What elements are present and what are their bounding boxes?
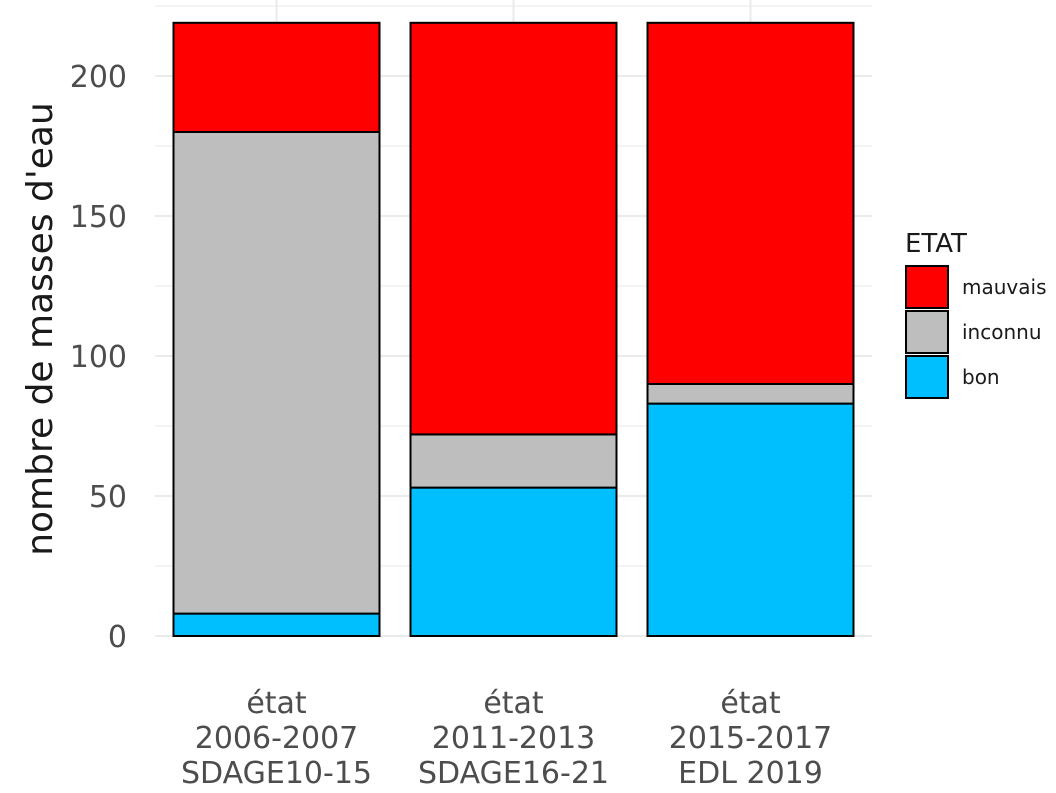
legend-key-bon <box>905 355 949 399</box>
legend-key-inconnu <box>905 310 949 354</box>
y-tick-label: 0 <box>108 620 127 655</box>
bar-segment-mauvais <box>172 21 381 133</box>
bar-segment-inconnu <box>646 383 855 405</box>
legend-key-mauvais <box>905 265 949 309</box>
y-tick-label: 100 <box>70 340 127 375</box>
legend-title: ETAT <box>905 229 967 259</box>
x-tick-label: état <box>483 686 544 721</box>
bar-segment-mauvais <box>409 21 618 436</box>
y-tick-label: 50 <box>89 480 127 515</box>
x-tick-label: 2006-2007 <box>195 721 359 756</box>
legend-label-mauvais: mauvais <box>962 275 1046 299</box>
x-tick-label: SDAGE10-15 <box>181 756 372 791</box>
bar-segment-bon <box>172 612 381 637</box>
bars <box>172 21 855 637</box>
x-tick-label: EDL 2019 <box>678 756 823 791</box>
y-tick-label: 200 <box>70 60 127 95</box>
x-tick-label: SDAGE16-21 <box>418 756 609 791</box>
bar-segment-mauvais <box>646 21 855 386</box>
y-tick-labels: 0 50 100 150 200 <box>70 60 127 655</box>
x-tick-label: 2015-2017 <box>669 721 833 756</box>
legend-label-inconnu: inconnu <box>962 320 1042 344</box>
y-axis-title: nombre de masses d'eau <box>20 102 61 556</box>
y-tick-label: 150 <box>70 200 127 235</box>
x-tick-label: état <box>720 686 781 721</box>
legend-label-bon: bon <box>962 365 1000 389</box>
bar-segment-inconnu <box>409 433 618 489</box>
x-tick-label: 2011-2013 <box>432 721 596 756</box>
legend: ETAT mauvais inconnu bon <box>905 229 1046 399</box>
x-tick-labels: état2006-2007SDAGE10-15état2011-2013SDAG… <box>181 686 832 791</box>
bar-segment-inconnu <box>172 131 381 615</box>
x-tick-label: état <box>246 686 307 721</box>
bar-segment-bon <box>409 486 618 637</box>
bar-segment-bon <box>646 402 855 637</box>
